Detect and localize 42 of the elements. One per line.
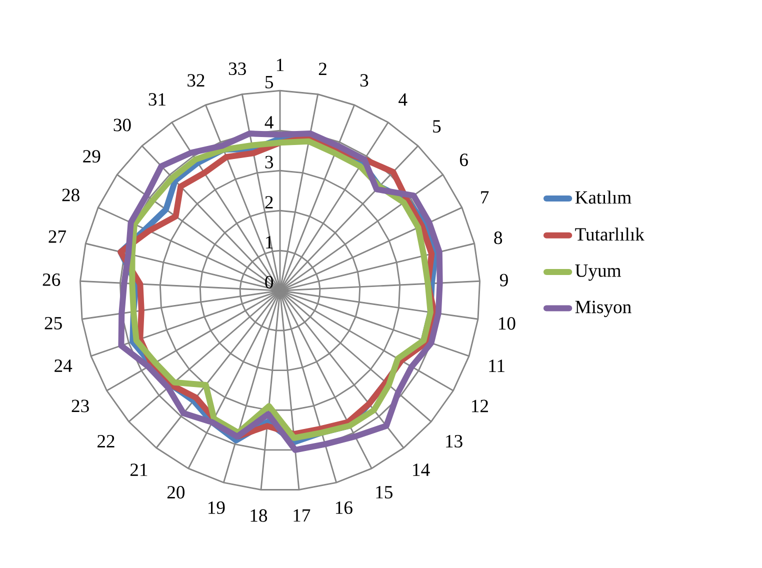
spoke-label: 28 xyxy=(62,188,80,202)
spoke-label: 8 xyxy=(494,232,502,244)
spoke-label: 19 xyxy=(208,501,225,514)
spoke-label: 26 xyxy=(42,273,60,286)
spoke-label: 17 xyxy=(294,509,310,522)
spoke-label: 16 xyxy=(336,501,352,514)
spoke-label: 2 xyxy=(318,62,326,75)
y-tick-label: 1 xyxy=(266,236,273,248)
spoke-label: 27 xyxy=(48,230,66,243)
spoke-label: 31 xyxy=(148,93,166,106)
y-tick-label: 4 xyxy=(264,116,274,128)
spoke-label: 21 xyxy=(130,464,148,476)
y-tick-label: 2 xyxy=(265,196,273,208)
spoke-label: 33 xyxy=(228,62,246,76)
spoke-label: 15 xyxy=(376,486,392,498)
spoke-label: 3 xyxy=(360,74,368,87)
spoke-label: 14 xyxy=(413,464,430,476)
spoke-label: 23 xyxy=(72,400,89,412)
y-tick-label: 5 xyxy=(266,76,274,88)
spoke-label: 7 xyxy=(481,191,489,204)
legend-label: Uyum xyxy=(575,264,622,281)
legend-label: Tutarlılık xyxy=(575,228,644,241)
spoke-label: 5 xyxy=(433,120,441,133)
spoke-label: 25 xyxy=(44,316,62,330)
spoke-label: 32 xyxy=(188,74,204,87)
spoke-label: 20 xyxy=(167,486,185,499)
spoke-label: 9 xyxy=(500,274,508,286)
spoke-label: 12 xyxy=(472,400,488,412)
spoke-label: 18 xyxy=(250,509,268,522)
spoke-label: 1 xyxy=(276,58,284,72)
legend-label: Misyon xyxy=(575,300,632,318)
spoke-label: 30 xyxy=(114,118,131,132)
spoke-label: 29 xyxy=(83,150,100,163)
y-tick-label: 3 xyxy=(265,156,274,168)
spoke-label: 22 xyxy=(98,435,114,448)
spoke-label: 6 xyxy=(460,154,468,166)
legend-label: Katılım xyxy=(575,190,632,204)
spoke-label: 4 xyxy=(398,93,408,106)
spoke-label: 11 xyxy=(489,360,504,372)
spoke-label: 13 xyxy=(446,435,462,448)
spoke-label: 24 xyxy=(54,360,72,372)
spoke-label: 10 xyxy=(499,317,516,330)
